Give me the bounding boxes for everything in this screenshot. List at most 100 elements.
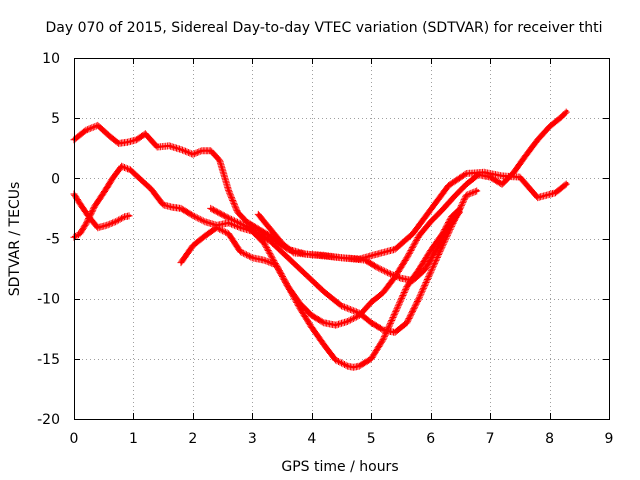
plus-marker-segment — [552, 180, 570, 197]
plus-marker-segment — [391, 284, 410, 317]
plus-marker-segment — [254, 230, 273, 244]
plus-marker-segment — [355, 356, 374, 370]
chart-title: Day 070 of 2015, Sidereal Day-to-day VTE… — [46, 20, 603, 36]
plus-marker-segment — [147, 185, 166, 207]
plus-marker-segment — [427, 183, 452, 214]
plus-marker-segment — [225, 186, 241, 215]
plus-marker-segment — [450, 181, 469, 200]
y-tick-label: -15 — [37, 352, 60, 368]
plus-marker-segment — [302, 271, 326, 294]
plus-marker-segment — [409, 267, 427, 285]
y-tick-label: -10 — [37, 292, 60, 308]
plus-marker-segment — [498, 169, 517, 188]
plus-marker-segment — [367, 337, 386, 363]
plus-marker-segment — [361, 256, 380, 271]
plus-marker-segment — [177, 204, 196, 219]
plus-marker-segment — [109, 164, 125, 182]
plus-marker-segment — [332, 356, 350, 369]
plus-marker-segment — [320, 287, 344, 309]
axis-tick-labels: 0 1 2 3 4 5 6 7 8 9 -20 -15 -10 -5 0 5 10 — [37, 51, 613, 447]
plus-marker-segment — [462, 187, 481, 199]
plus-marker-segment — [127, 166, 142, 181]
x-tick-label: 1 — [129, 431, 138, 447]
plus-marker-segment — [100, 176, 116, 197]
plus-marker-segment — [106, 132, 121, 146]
series-E — [207, 187, 481, 336]
plus-marker-segment — [260, 256, 279, 268]
plus-marker-segment — [516, 173, 541, 200]
plus-marker-segment — [141, 130, 160, 150]
plus-marker-segment — [234, 208, 249, 224]
plus-marker-segment — [177, 243, 196, 267]
plus-marker-segment — [308, 324, 327, 347]
x-tick-label: 0 — [70, 431, 79, 447]
y-tick-label: 0 — [51, 171, 60, 187]
plus-marker-segment — [557, 108, 570, 121]
plus-marker-segment — [385, 269, 403, 282]
plus-marker-segment — [409, 207, 434, 238]
plus-marker-segment — [546, 114, 564, 131]
plus-marker-segment — [225, 219, 243, 231]
axis-ticks — [74, 58, 610, 420]
series-F — [254, 208, 463, 285]
plus-marker-segment — [415, 219, 434, 240]
plus-marker-segment — [266, 225, 285, 246]
plus-marker-segment — [207, 204, 231, 221]
x-tick-label: 5 — [367, 431, 376, 447]
plus-marker-segment — [379, 274, 398, 297]
plus-marker-segment — [439, 194, 457, 214]
y-tick-label: 10 — [42, 51, 60, 67]
plus-marker-segment — [207, 147, 222, 163]
x-tick-label: 8 — [545, 431, 554, 447]
plus-marker-segment — [296, 304, 315, 330]
plus-marker-segment — [76, 200, 92, 219]
data-series-layer — [70, 108, 570, 371]
plus-marker-segment — [433, 225, 452, 253]
plus-marker-segment — [415, 270, 434, 303]
plus-marker-segment — [373, 246, 397, 258]
plus-marker-segment — [367, 319, 386, 333]
plus-marker-segment — [76, 221, 89, 238]
plus-marker-segment — [236, 248, 255, 261]
plus-marker-segment — [308, 312, 326, 326]
plus-marker-segment — [343, 312, 362, 325]
plus-marker-segment — [118, 162, 133, 173]
plus-marker-segment — [338, 302, 362, 316]
plus-marker-segment — [403, 234, 422, 262]
plus-marker-segment — [225, 230, 244, 254]
plus-marker-segment — [284, 254, 309, 277]
plus-marker-segment — [213, 224, 231, 237]
y-tick-label: -5 — [46, 232, 60, 248]
plus-marker-segment — [189, 233, 208, 250]
plus-marker-segment — [320, 340, 339, 363]
plus-marker-segment — [266, 237, 291, 261]
plus-marker-segment — [254, 225, 273, 239]
plus-marker-segment — [135, 174, 154, 192]
plus-marker-segment — [242, 218, 261, 232]
plus-marker-segment — [391, 231, 416, 253]
plus-marker-segment — [421, 247, 440, 274]
plus-marker-segment — [242, 223, 261, 237]
plus-marker-segment — [189, 147, 204, 158]
plus-marker-segment — [445, 170, 469, 190]
plus-marker-segment — [355, 309, 374, 326]
plus-marker-segment — [534, 124, 552, 144]
plus-marker-segment — [403, 296, 422, 327]
plus-marker-segment — [91, 190, 107, 210]
plus-marker-segment — [427, 243, 446, 276]
plus-marker-segment — [373, 263, 392, 277]
plus-marker-segment — [272, 261, 291, 289]
y-tick-label: 5 — [51, 111, 60, 127]
plus-marker-segment — [367, 290, 386, 306]
plus-marker-segment — [462, 172, 481, 188]
x-tick-label: 3 — [248, 431, 257, 447]
plus-marker-segment — [510, 153, 529, 176]
plus-marker-segment — [225, 214, 249, 230]
plus-marker-segment — [415, 248, 434, 274]
plus-marker-segment — [445, 208, 463, 232]
x-tick-label: 2 — [188, 431, 197, 447]
plus-marker-segment — [254, 210, 273, 232]
series-D — [177, 206, 463, 371]
